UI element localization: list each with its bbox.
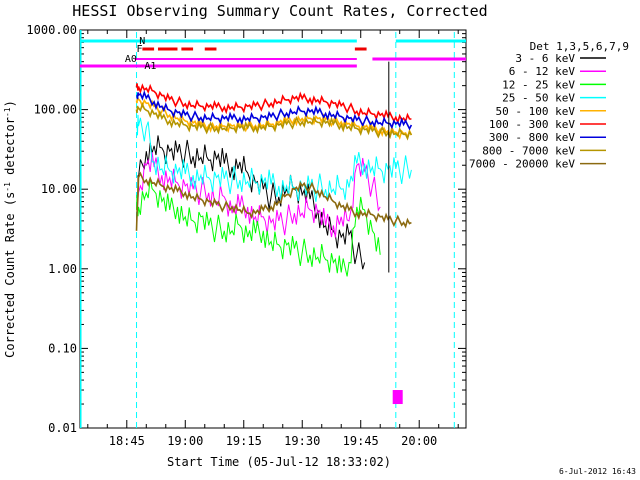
axis-ticks: 1000.00 100.00 10.00 1.00 0.10 0.01 18:45 19:00… [26,23,466,448]
series-lines [135,61,413,405]
y-tick-label: 0.01 [48,421,77,435]
y-tick-label: 1.00 [48,262,77,276]
legend-title: Det 1,3,5,6,7,9 [530,40,629,53]
y-tick-label: 100.00 [34,103,77,117]
y-tick-label: 0.10 [48,341,77,355]
legend-label-9: 7000 - 20000 keV [469,158,575,171]
legend-label-1: 3 - 6 keV [515,52,575,65]
legend-label-2: 6 - 12 keV [509,65,576,78]
legend-label-7: 300 - 800 keV [489,131,575,144]
legend-label-5: 50 - 100 keV [496,105,576,118]
x-tick-label: 20:00 [401,434,437,448]
flag-label: A1 [144,61,156,72]
y-axis-label-sup2: -1 [3,107,12,117]
x-tick-label: 19:00 [167,434,203,448]
x-tick-label: 19:30 [284,434,320,448]
y-axis-label-sup: -1 [3,182,12,192]
y-tick-label: 1000.00 [26,23,77,37]
y-axis-label: Corrected Count Rate (s-1 detector-1) [3,100,17,358]
flag-label: F [137,44,143,55]
legend-label-4: 25 - 50 keV [502,92,575,105]
timestamp-stamp: 6-Jul-2012 16:43 [559,467,636,476]
flag-label: A0 [125,54,137,65]
series-line-6 [135,83,412,125]
series-line-3 [136,177,381,277]
legend-label-8: 800 - 7000 keV [482,144,575,157]
series-line-7 [136,90,413,131]
x-tick-label: 19:45 [343,434,379,448]
series-line-8 [135,102,413,141]
legend-label-3: 12 - 25 keV [502,78,575,91]
y-tick-label: 10.00 [41,182,77,196]
y-axis-label-end: ) [3,100,17,107]
plot-frame [79,29,467,429]
series-line-9 [135,171,412,231]
series-line-4 [136,114,412,202]
x-tick-label: 18:45 [109,434,145,448]
y-axis-label-main: Corrected Count Rate (s [3,192,17,358]
chart-title: HESSI Observing Summary Count Rates, Cor… [72,2,487,20]
flag-label: N [139,36,145,47]
series-line-2 [136,152,381,238]
series-line-5 [135,95,413,140]
y-axis-label-tail: detector [3,117,17,182]
low-rate-block [392,390,403,405]
x-tick-label: 19:15 [226,434,262,448]
x-axis-label: Start Time (05-Jul-12 18:33:02) [167,455,391,469]
legend-label-6: 100 - 300 keV [489,118,575,131]
